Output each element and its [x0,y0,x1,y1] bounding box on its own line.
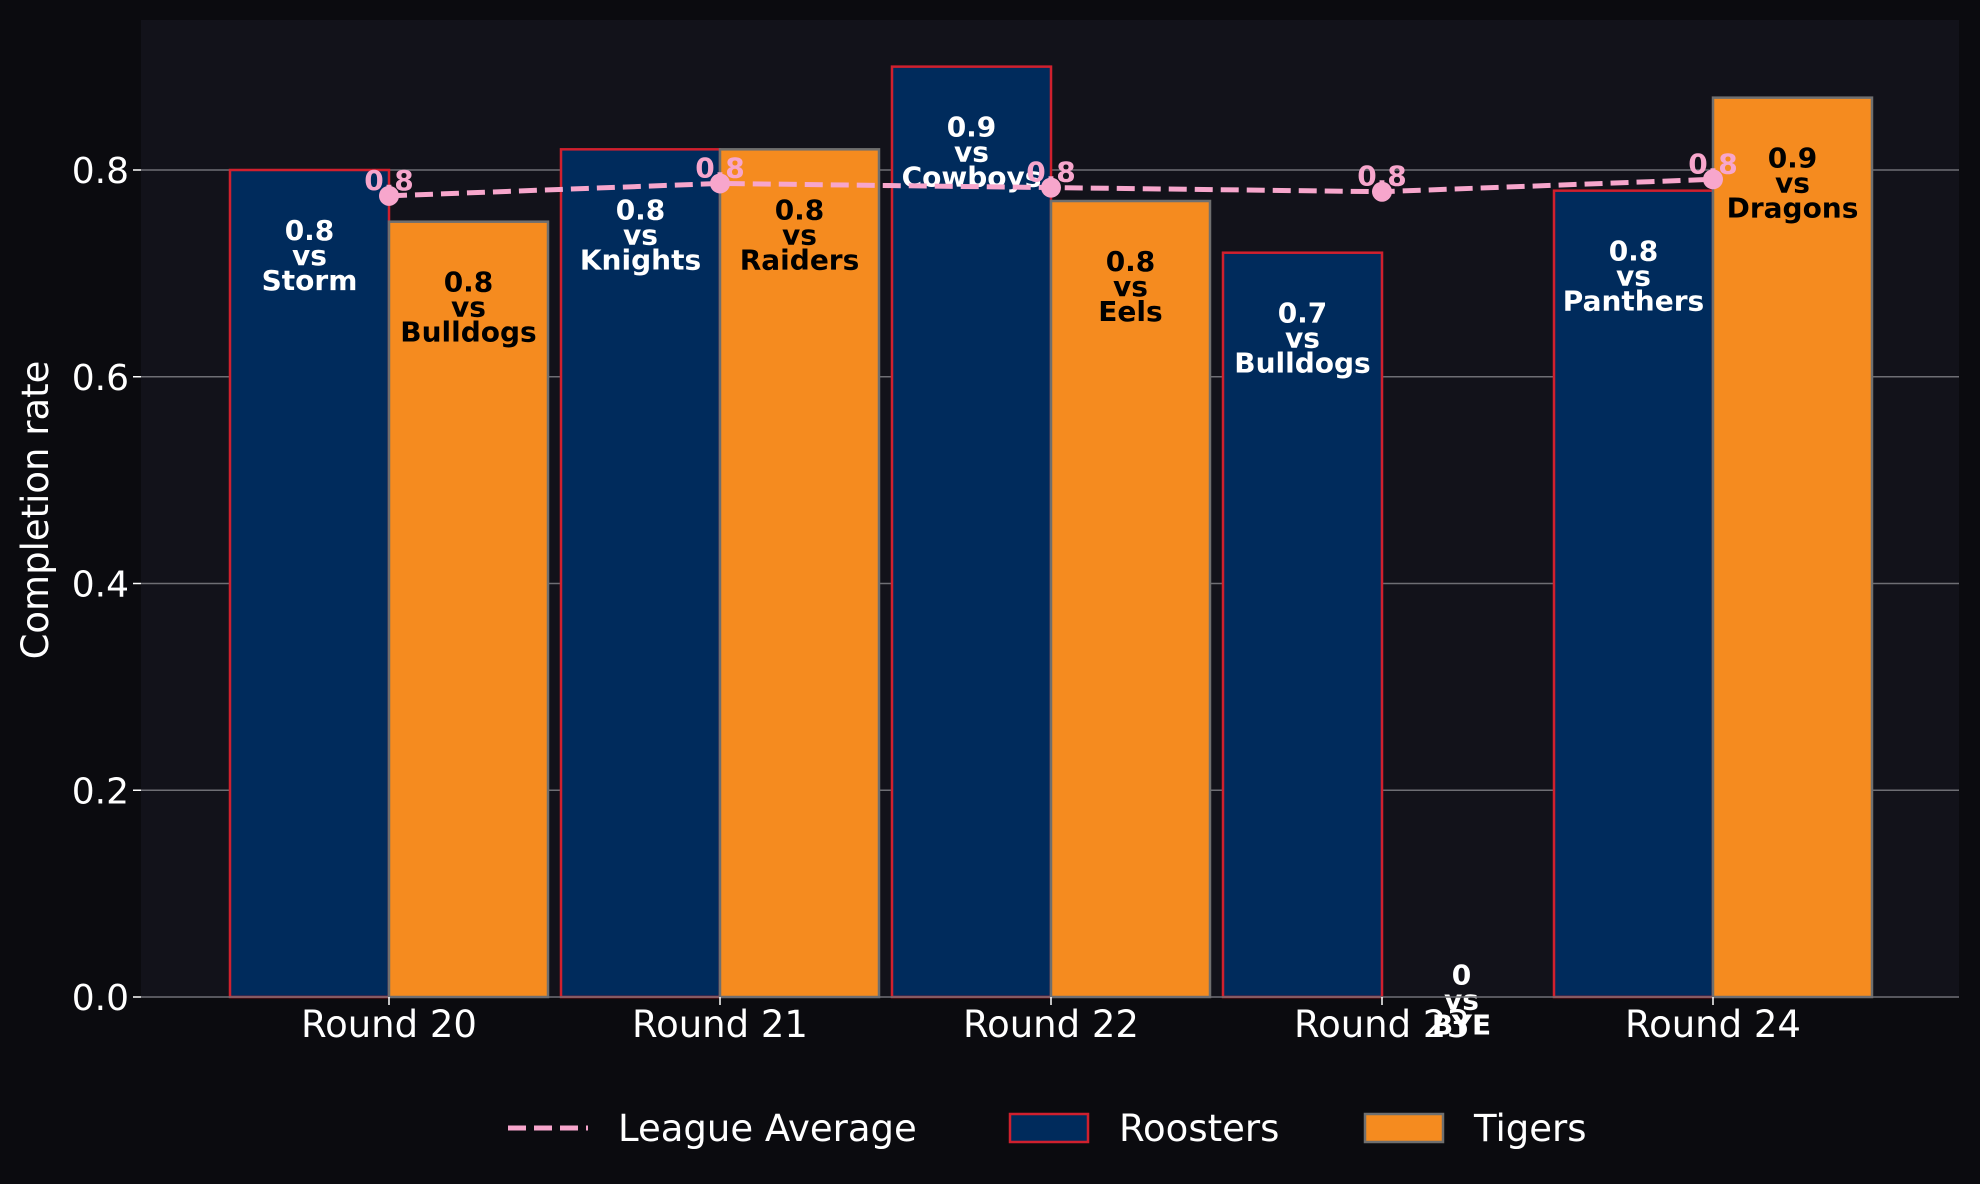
league-average-point [379,185,399,206]
legend-label-league-average: League Average [618,1107,917,1150]
bar-label-roosters: Panthers [1563,285,1704,318]
bar-label-tigers: Eels [1098,295,1162,328]
league-average-point [710,173,730,194]
legend-label-roosters: Roosters [1119,1107,1279,1150]
bar-label-tigers: 0.9 [1768,142,1818,175]
y-tick-label: 0.6 [72,358,129,399]
bar-tigers [387,220,550,999]
league-average-value-label: 0.8 [695,151,745,184]
y-axis-label: Completion rate [14,361,57,660]
bar-label-roosters: 0.8 [1609,235,1659,268]
bar-label-tigers: Dragons [1727,192,1859,225]
league-average-value-label: 0.8 [1357,160,1407,193]
bar-label-tigers: vs [1775,167,1810,200]
league-average-point [1041,177,1061,198]
x-tick-label: Round 24 [1625,1003,1801,1046]
legend-swatch-tigers [1363,1112,1445,1144]
bar-label-tigers: vs [1113,270,1148,303]
bar-label-roosters: Bulldogs [1234,347,1370,380]
bar-label-tigers: Bulldogs [400,316,536,349]
bar-tigers [1711,96,1874,999]
bar-roosters [1552,189,1715,999]
bar-label-tigers: Raiders [740,243,860,276]
league-average-point [1703,169,1723,190]
x-tick-label: Round 20 [301,1003,477,1046]
legend-swatch-roosters [1008,1112,1090,1144]
y-tick-label: 0.8 [72,151,129,192]
bar-label-roosters: vs [1616,260,1651,293]
bar-label-tigers: 0 [1452,958,1471,991]
x-tick-label: Round 21 [632,1003,808,1046]
bar-label-roosters: 0.9 [947,111,997,144]
y-tick-label: 0.4 [72,565,129,606]
bar-label-roosters: 0.8 [616,193,666,226]
y-tick-label: 0.0 [72,978,129,1019]
x-tick-label: Round 23 [1294,1003,1470,1046]
bar-label-tigers: vs [451,291,486,324]
league-average-value-label: 0.8 [1026,156,1076,189]
bar-label-roosters: 0.7 [1278,297,1328,330]
bar-roosters [559,148,722,999]
league-average-line: 0.8 0.8 0.8 0.8 0.8 [364,147,1738,206]
legend: League Average Roosters Tigers [508,1107,1586,1150]
bar-label-roosters: vs [623,218,658,251]
bar-label-tigers: vs [1444,983,1479,1016]
bar-label-roosters: vs [292,239,327,272]
bar-label-tigers: BYE [1432,1008,1491,1041]
bar-label-roosters: vs [954,136,989,169]
x-tick-label: Round 22 [963,1003,1139,1046]
league-average-value-label: 0.8 [364,164,414,197]
league-average-value-label: 0.8 [1688,147,1738,180]
bar-label-tigers: vs [782,218,817,251]
bar-label-roosters: Storm [262,264,358,297]
legend-label-tigers: Tigers [1473,1107,1586,1150]
bar-label-tigers: 0.8 [775,193,825,226]
bar-label-roosters: Knights [580,243,701,276]
bar-roosters [1221,251,1384,999]
bar-roosters [890,65,1053,999]
bar-label-roosters: vs [1285,322,1320,355]
bar-label-tigers: 0.8 [444,266,494,299]
bar-tigers [1049,199,1212,999]
bar-label-roosters: 0.8 [285,214,335,247]
y-tick-label: 0.2 [72,771,129,812]
league-average-point [1372,181,1392,202]
bar-label-tigers: 0.8 [1106,245,1156,278]
bar-tigers [718,148,881,999]
axes: 0.0 0.2 0.4 0.6 0.8 Round 20 Round 21 Round 22 R… [72,151,1959,1046]
